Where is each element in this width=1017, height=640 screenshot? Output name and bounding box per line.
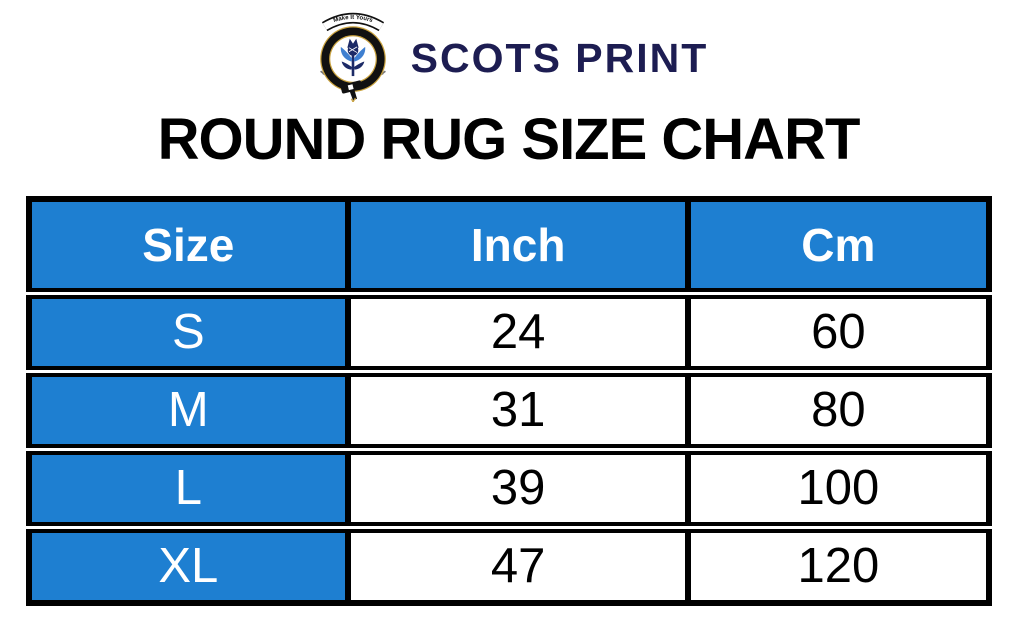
table-row-m: M 31 80: [25, 372, 992, 448]
brand-name: SCOTS PRINT: [410, 34, 709, 81]
page-title: ROUND RUG SIZE CHART: [157, 107, 861, 172]
header-cell-cm: Cm: [688, 195, 992, 292]
inch-cell: 24: [348, 294, 689, 370]
cm-cell: 120: [688, 528, 992, 606]
table-row-xl: XL 47 120: [25, 528, 992, 606]
brand-header: Make It Yours: [0, 8, 1017, 102]
inch-cell: 39: [348, 450, 689, 526]
table-row-l: L 39 100: [25, 450, 992, 526]
size-cell: L: [25, 450, 349, 526]
size-cell: XL: [25, 528, 349, 606]
size-chart-table: Size Inch Cm S 24 60 M 31 80 L 39 100: [25, 193, 992, 609]
inch-cell: 31: [348, 372, 689, 448]
inch-cell: 47: [348, 528, 689, 606]
cm-cell: 100: [688, 450, 992, 526]
header-cell-size: Size: [25, 195, 349, 292]
header-row: Size Inch Cm: [25, 195, 992, 292]
clan-crest-icon: Make It Yours: [319, 12, 386, 102]
cm-cell: 60: [688, 294, 992, 370]
cm-cell: 80: [688, 372, 992, 448]
table-row-s: S 24 60: [25, 294, 992, 370]
size-cell: S: [25, 294, 349, 370]
header-cell-inch: Inch: [348, 195, 689, 292]
crest-motto-text: Make It Yours: [332, 15, 373, 24]
size-cell: M: [25, 372, 349, 448]
